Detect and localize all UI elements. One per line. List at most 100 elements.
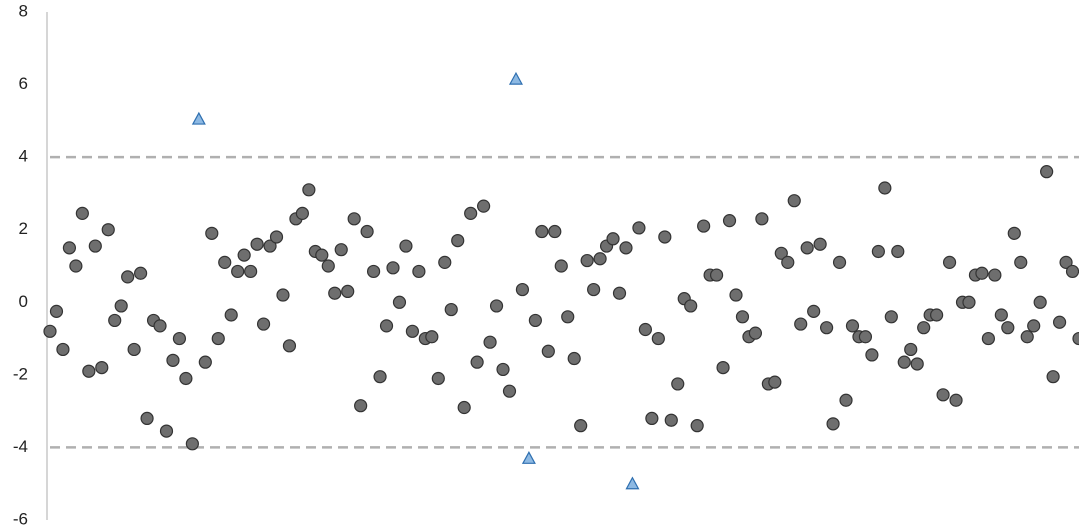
point (664, 413, 678, 427)
point (464, 206, 478, 220)
point (256, 317, 271, 331)
y-tick-label: -4 (13, 437, 28, 456)
point (489, 299, 504, 313)
point (282, 339, 297, 353)
point (871, 244, 885, 259)
point (224, 308, 238, 322)
point (794, 317, 808, 331)
point (101, 223, 115, 237)
y-tick-label: 2 (19, 219, 28, 238)
point (114, 299, 128, 313)
point (554, 259, 568, 273)
point (709, 268, 724, 282)
point (244, 264, 258, 279)
point (295, 206, 309, 220)
point (528, 313, 542, 328)
point (205, 226, 219, 240)
point (425, 330, 439, 344)
point (942, 255, 957, 269)
point (722, 214, 737, 228)
point (134, 266, 148, 280)
point (768, 375, 782, 389)
point (502, 384, 517, 398)
point (1014, 255, 1028, 269)
point (347, 212, 361, 226)
point (716, 361, 730, 375)
outlier-point (625, 476, 640, 490)
point (781, 255, 795, 269)
point (444, 302, 458, 317)
point (839, 393, 853, 407)
point (172, 331, 187, 346)
point (1027, 319, 1041, 333)
point (386, 261, 400, 275)
point (373, 370, 387, 384)
point (891, 244, 905, 259)
point (735, 310, 750, 324)
point (832, 255, 847, 269)
point (858, 330, 873, 344)
point (185, 437, 199, 451)
point (574, 419, 588, 433)
point (567, 351, 581, 366)
point (496, 362, 510, 377)
point (988, 268, 1002, 282)
point (1072, 331, 1079, 346)
point (412, 264, 426, 279)
outlier-point (508, 71, 523, 85)
point (548, 224, 562, 239)
point (878, 181, 892, 195)
point (612, 286, 627, 300)
point (108, 313, 122, 328)
point (619, 241, 633, 255)
point (276, 288, 290, 302)
point (1065, 264, 1079, 279)
point (587, 282, 601, 297)
y-tick-label: 8 (19, 1, 28, 20)
point (1020, 330, 1034, 344)
point (580, 253, 594, 268)
point (658, 230, 672, 244)
point (451, 234, 465, 248)
point (845, 319, 860, 333)
point (651, 331, 665, 346)
point (690, 419, 704, 433)
y-tick-label: 0 (19, 292, 28, 311)
point (1059, 255, 1073, 269)
point (95, 361, 109, 375)
point (606, 232, 620, 246)
y-tick-label: 4 (19, 147, 28, 166)
point (515, 282, 530, 297)
point (457, 400, 471, 415)
point (354, 399, 368, 413)
point (755, 212, 769, 226)
point (535, 224, 549, 239)
point (56, 342, 70, 357)
point (917, 321, 931, 335)
point (269, 230, 284, 244)
point (315, 248, 329, 262)
point (1052, 315, 1067, 329)
point (366, 264, 381, 279)
point (360, 224, 374, 239)
point (807, 304, 821, 318)
point (820, 321, 834, 335)
point (697, 219, 711, 233)
y-tick-label: -6 (13, 509, 28, 528)
y-tick-label: 6 (19, 74, 28, 93)
point (561, 310, 575, 324)
point (684, 299, 698, 313)
point (127, 342, 141, 357)
point (645, 411, 659, 425)
point (43, 324, 57, 338)
point (431, 371, 445, 386)
point (88, 239, 102, 253)
outlier-point (521, 451, 536, 464)
point (884, 310, 898, 324)
point (930, 308, 944, 322)
point (328, 286, 342, 300)
point (231, 264, 245, 279)
point (211, 331, 225, 346)
point (159, 424, 174, 438)
